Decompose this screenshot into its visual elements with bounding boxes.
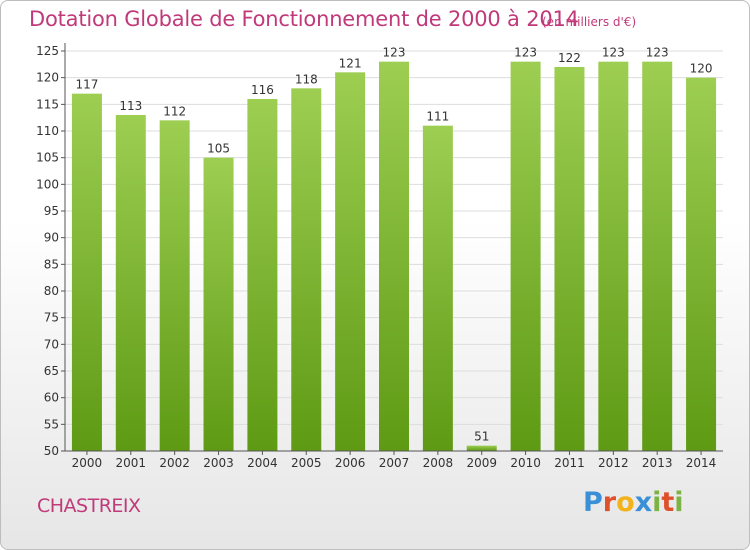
x-tick-label: 2002 xyxy=(159,456,190,470)
data-label: 122 xyxy=(558,51,581,65)
data-label: 116 xyxy=(251,83,274,97)
x-tick-label: 2001 xyxy=(116,456,147,470)
data-label: 113 xyxy=(119,99,142,113)
proxiti-logo: Proxiti xyxy=(583,487,684,518)
y-tick-label: 110 xyxy=(36,124,59,138)
data-labels: 117 113 112 105 116 118 121 123 111 51 123 122 123 12… xyxy=(75,46,712,444)
y-tick-label: 75 xyxy=(44,311,59,325)
bar xyxy=(686,77,717,452)
data-label: 121 xyxy=(339,56,362,70)
bar xyxy=(335,72,366,451)
y-tick-label: 60 xyxy=(44,391,59,405)
y-tick-label: 55 xyxy=(44,417,59,431)
data-label: 112 xyxy=(163,104,186,118)
x-tick-label: 2007 xyxy=(379,456,410,470)
logo-letter: t xyxy=(661,487,675,518)
bar xyxy=(510,61,541,452)
x-tick-label: 2011 xyxy=(554,456,585,470)
data-label: 123 xyxy=(383,46,406,60)
y-tick-label: 90 xyxy=(44,231,59,245)
bar xyxy=(71,93,102,452)
data-label: 51 xyxy=(474,430,489,444)
x-tick-label: 2013 xyxy=(642,456,673,470)
y-tick-label: 115 xyxy=(36,97,59,111)
data-label: 118 xyxy=(295,72,318,86)
y-tick-label: 125 xyxy=(36,44,59,58)
bar xyxy=(554,67,585,451)
x-tick-label: 2010 xyxy=(510,456,541,470)
y-tick-label: 95 xyxy=(44,204,59,218)
bar xyxy=(422,125,453,452)
x-tick-label: 2014 xyxy=(686,456,717,470)
logo-letter: i xyxy=(674,487,684,518)
logo-letter: P xyxy=(583,487,603,518)
x-tick-label: 2012 xyxy=(598,456,629,470)
bar xyxy=(379,61,409,452)
bar xyxy=(291,88,322,451)
logo-letter: r xyxy=(602,487,617,518)
axes: 50 55 60 65 70 75 80 85 90 95 100 105 110 115 120 125 20… xyxy=(36,43,723,470)
bar xyxy=(466,445,497,451)
x-tick-label: 2008 xyxy=(423,456,454,470)
data-label: 111 xyxy=(426,110,449,124)
y-tick-label: 105 xyxy=(36,151,59,165)
x-tick-label: 2006 xyxy=(335,456,366,470)
logo-letter: o xyxy=(616,487,635,518)
bar xyxy=(203,157,234,451)
x-tick-label: 2000 xyxy=(72,456,103,470)
bars xyxy=(71,61,717,452)
y-tick-label: 65 xyxy=(44,364,59,378)
bar xyxy=(247,99,278,451)
y-tick-label: 85 xyxy=(44,257,59,271)
y-tick-label: 70 xyxy=(44,337,59,351)
commune-name: CHASTREIX xyxy=(37,495,141,517)
x-tick-label: 2004 xyxy=(247,456,278,470)
bar xyxy=(115,115,146,451)
x-tick-label: 2005 xyxy=(291,456,322,470)
bar xyxy=(159,120,190,451)
data-label: 117 xyxy=(75,78,98,92)
chart-subtitle: (en milliers d'€) xyxy=(542,15,637,29)
data-label: 105 xyxy=(207,142,230,156)
x-tick-label: 2003 xyxy=(203,456,234,470)
y-tick-label: 100 xyxy=(36,177,59,191)
logo-letter: i xyxy=(652,487,662,518)
data-label: 123 xyxy=(646,46,669,60)
y-tick-label: 120 xyxy=(36,71,59,85)
chart-title: Dotation Globale de Fonctionnement de 20… xyxy=(29,7,579,31)
bar xyxy=(642,61,673,452)
y-tick-label: 80 xyxy=(44,284,59,298)
data-label: 123 xyxy=(514,46,537,60)
bar xyxy=(598,61,629,452)
data-label: 123 xyxy=(602,46,625,60)
x-tick-label: 2009 xyxy=(466,456,497,470)
y-tick-label: 50 xyxy=(44,444,59,458)
logo-letter: x xyxy=(634,487,653,518)
data-label: 120 xyxy=(690,62,713,76)
